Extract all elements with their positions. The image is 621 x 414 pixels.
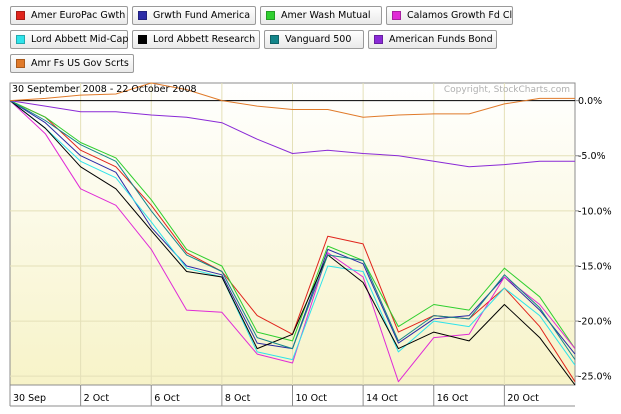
series-line-amer-wash-mutual <box>9 100 576 349</box>
y-tick-label: -25.0% <box>578 372 612 383</box>
x-tick-label: 16 Oct <box>437 393 469 404</box>
y-axis: 0.0% -5.0% -10.0% -15.0% -20.0% -25.0% <box>575 96 612 383</box>
y-tick-label: -5.0% <box>578 151 606 162</box>
series-line-amr-fs-us-gov-scrts <box>9 82 575 118</box>
legend-swatch <box>266 11 275 20</box>
legend-label: American Funds Bond <box>389 34 493 45</box>
series-line-lord-abbett-research <box>9 100 576 386</box>
x-tick-label: 2 Oct <box>84 393 110 404</box>
legend-swatch <box>16 11 25 20</box>
legend-button[interactable]: Amer Wash Mutual <box>260 6 382 25</box>
legend-button[interactable]: American Funds Bond <box>368 30 497 49</box>
series-line-american-funds-bond <box>9 100 575 168</box>
legend-button[interactable]: Grwth Fund America <box>132 6 256 25</box>
legend-label: Lord Abbett Mid-Cap <box>31 34 129 45</box>
legend-swatch <box>374 35 383 44</box>
legend-swatch <box>392 11 401 20</box>
series-line-lord-abbett-mid-cap <box>9 100 576 366</box>
legend-label: Calamos Growth Fd Cl <box>407 10 513 21</box>
legend-button[interactable]: Amer EuroPac Gwth <box>10 6 128 25</box>
x-tick-label: 10 Oct <box>296 393 328 404</box>
date-range-label: 30 September 2008 - 22 October 2008 <box>12 84 197 95</box>
copyright-label: Copyright, StockCharts.com <box>444 85 570 95</box>
legend-label: Amr Fs US Gov Scrts <box>31 58 129 69</box>
legend-swatch <box>16 59 25 68</box>
legend-swatch <box>138 35 147 44</box>
legend-button[interactable]: Lord Abbett Mid-Cap <box>10 30 128 49</box>
series-line-vanguard-500 <box>9 100 576 360</box>
x-tick-label: 30 Sep <box>13 393 46 404</box>
legend-button[interactable]: Lord Abbett Research <box>132 30 260 49</box>
x-tick-label: 8 Oct <box>225 393 251 404</box>
legend-label: Lord Abbett Research <box>153 34 256 45</box>
legend-label: Amer Wash Mutual <box>281 10 371 21</box>
legend-label: Vanguard 500 <box>285 34 352 45</box>
legend-swatch <box>138 11 147 20</box>
legend-button[interactable]: Vanguard 500 <box>264 30 364 49</box>
y-tick-label: -15.0% <box>578 261 612 272</box>
legend-label: Grwth Fund America <box>153 10 251 21</box>
x-tick-label: 6 Oct <box>154 393 180 404</box>
legend-button[interactable]: Amr Fs US Gov Scrts <box>10 54 134 73</box>
legend-label: Amer EuroPac Gwth <box>31 10 126 21</box>
legend-swatch <box>270 35 279 44</box>
series-line-calamos-growth-fd-cl <box>9 100 576 383</box>
series-lines <box>9 82 576 386</box>
y-tick-label: -10.0% <box>578 206 612 217</box>
x-tick-label: 14 Oct <box>366 393 398 404</box>
x-tick-label: 20 Oct <box>507 393 539 404</box>
x-axis: 30 Sep 2 Oct 6 Oct 8 Oct 10 Oct 14 Oct 16 Oct 2… <box>9 385 575 407</box>
legend-button[interactable]: Calamos Growth Fd Cl <box>386 6 513 25</box>
y-tick-label: -20.0% <box>578 317 612 328</box>
legend-swatch <box>16 35 25 44</box>
y-tick-label: 0.0% <box>578 96 602 107</box>
